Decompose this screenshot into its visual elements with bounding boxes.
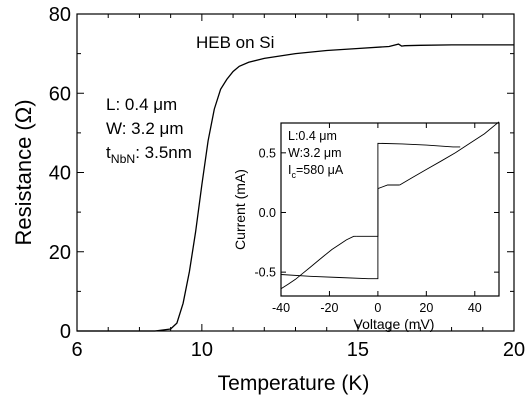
- x-tick-label: 6: [71, 339, 82, 361]
- main-annotation-line: tNbN: 3.5nm: [106, 143, 192, 166]
- inset-iv-curve: [280, 235, 357, 290]
- inset-y-tick-label: -0.5: [254, 266, 276, 280]
- main-plot: 6 10 15 20 0 20 40 60 80 Temperature (K) Resistanc…: [11, 4, 525, 395]
- main-annotation-line-main: t: [106, 143, 111, 162]
- inset-background: [280, 122, 500, 297]
- inset-annotation-line-main: I: [288, 163, 291, 177]
- inset-x-tick-label: -40: [272, 301, 290, 315]
- inset-annotation-line-unit: μm: [324, 146, 342, 160]
- inset-annotation-line-subscript: c: [291, 170, 296, 180]
- inset-y-tick-label: 0.0: [259, 206, 276, 220]
- main-annotation-line-subscript: NbN: [111, 152, 135, 166]
- main-annotation-line-rest: : 3.5nm: [135, 143, 192, 162]
- main-annotation-line-main: L: 0.4: [106, 95, 153, 114]
- x-tick-label: 20: [503, 339, 525, 361]
- y-tick-label: 0: [60, 321, 71, 343]
- resistance-curve: [77, 43, 514, 332]
- inset-iv-curve: [399, 121, 500, 186]
- inset-y-tick-label: 0.5: [259, 146, 276, 160]
- y-tick-label: 60: [49, 83, 71, 105]
- y-axis-label: Resistance (Ω): [11, 99, 36, 245]
- inset-annotation-line: L:0.4 μm: [288, 129, 337, 143]
- inset-frame: [280, 122, 500, 297]
- annotation-title: HEB on Si: [196, 33, 274, 52]
- main-annotation-line-main: W: 3.2: [106, 119, 160, 138]
- inset-iv-curve: [280, 142, 461, 280]
- inset-annotation-line: Ic=580 μA: [288, 163, 344, 180]
- inset-x-axis-label: Voltage (mV): [354, 316, 435, 332]
- x-tick-label: 10: [191, 339, 213, 361]
- y-tick-label: 40: [49, 163, 71, 185]
- inset-annotation-line-main: L:0.4: [288, 129, 319, 143]
- inset-iv-plot: -40 -20 0 20 40 -0.5 0.0 0.5 Voltage (mV) Current…: [232, 121, 500, 332]
- inset-x-tick-label: 0: [374, 301, 381, 315]
- main-annotation-line-unit: μm: [153, 95, 177, 114]
- inset-x-tick-label: 20: [419, 301, 433, 315]
- inset-annotation-line-rest: =580: [296, 163, 328, 177]
- inset-annotation-line-main: W:3.2: [288, 146, 324, 160]
- main-annotation-line: L: 0.4 μm: [106, 95, 177, 114]
- inset-annotation-line-unit: μA: [328, 163, 344, 177]
- inset-annotation-line: W:3.2 μm: [288, 146, 342, 160]
- inset-y-axis-label: Current (mA): [232, 169, 248, 250]
- inset-x-tick-label: 40: [468, 301, 482, 315]
- x-tick-label: 15: [347, 339, 369, 361]
- main-annotation-line-unit: μm: [160, 119, 184, 138]
- x-axis-label: Temperature (K): [218, 372, 370, 395]
- inset-annotation-line-unit: μm: [319, 129, 337, 143]
- y-tick-label: 20: [49, 242, 71, 264]
- y-tick-label: 80: [49, 4, 71, 26]
- main-annotation-line: W: 3.2 μm: [106, 119, 184, 138]
- inset-x-tick-label: -20: [320, 301, 338, 315]
